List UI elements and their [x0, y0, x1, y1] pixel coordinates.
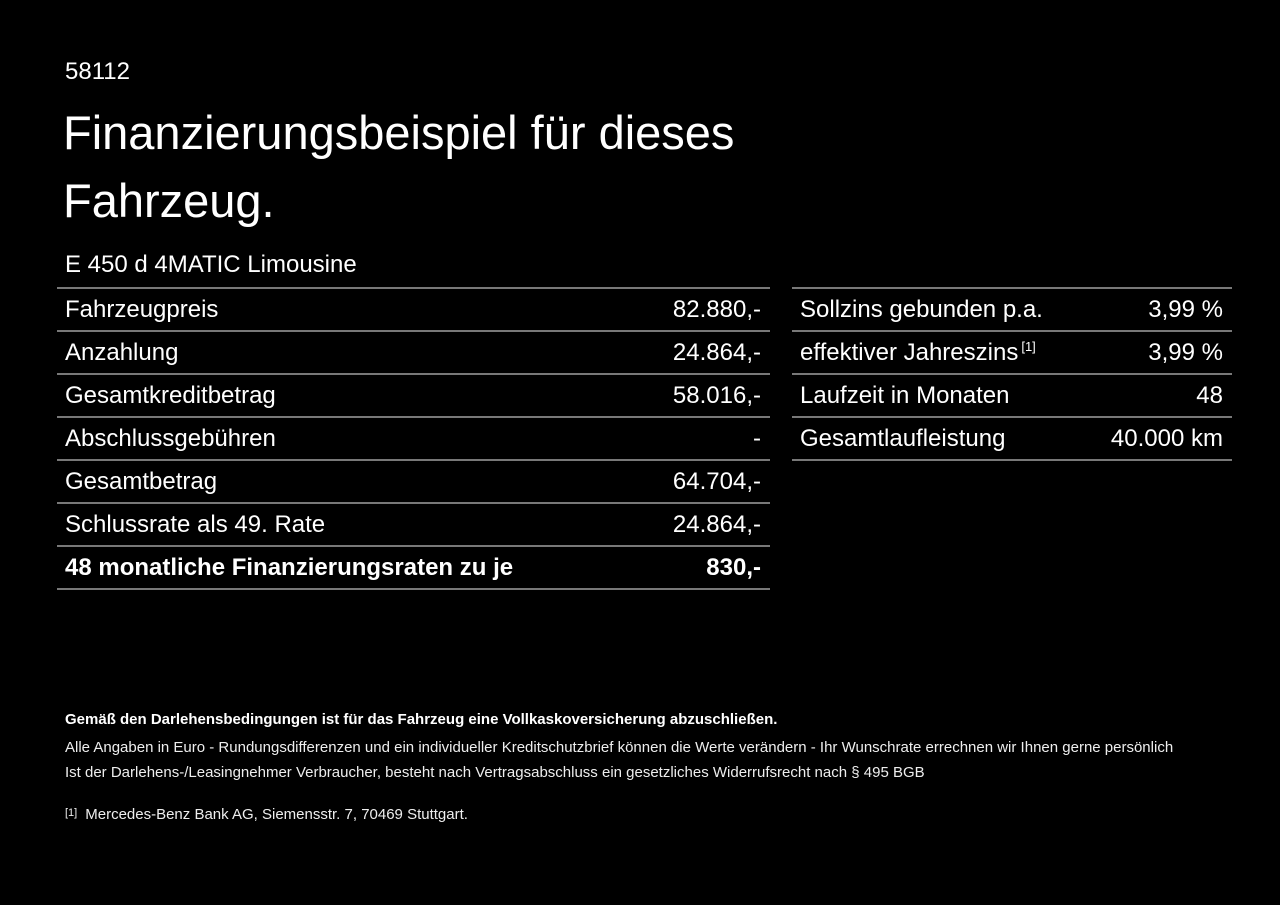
doc-number: 58112 [65, 58, 130, 85]
footnote: [1] Mercedes-Benz Bank AG, Siemensstr. 7,… [65, 804, 1225, 824]
row-value: 64.704,- [672, 467, 761, 495]
row-value: 24.864,- [672, 338, 761, 366]
page-title-line2: Fahrzeug. [63, 174, 275, 227]
vehicle-model: E 450 d 4MATIC Limousine [65, 251, 357, 278]
table-row: Laufzeit in Monaten 48 [792, 373, 1232, 416]
table-row: Gesamtbetrag 64.704,- [57, 459, 770, 502]
row-label: Schlussrate als 49. Rate [65, 510, 326, 538]
page-title: Finanzierungsbeispiel für dieses Fahrzeug… [63, 99, 734, 235]
disclaimer-line-1: Alle Angaben in Euro - Rundungsdifferenz… [65, 739, 1174, 756]
disclaimer-line-2: Ist der Darlehens-/Leasingnehmer Verbrau… [65, 764, 925, 781]
footer: Gemäß den Darlehensbedingungen ist für d… [65, 711, 1225, 824]
footnote-ref-marker: [1] [1021, 338, 1036, 354]
table-row: Gesamtlaufleistung 40.000 km [792, 416, 1232, 459]
row-label: Fahrzeugpreis [65, 295, 219, 323]
row-label: Gesamtlaufleistung [800, 424, 1006, 452]
row-value: 3,99 % [1148, 295, 1223, 323]
finance-table: Fahrzeugpreis 82.880,- Anzahlung 24.864,… [57, 287, 770, 590]
row-label: 48 monatliche Finanzierungsraten zu je [65, 553, 514, 581]
row-value: 3,99 % [1148, 338, 1223, 366]
row-value: 40.000 km [1110, 424, 1223, 452]
row-value: - [753, 424, 761, 452]
row-label: Gesamtkreditbetrag [65, 381, 276, 409]
row-value: 48 [1196, 381, 1223, 409]
row-label: Gesamtbetrag [65, 467, 218, 495]
row-label: Sollzins gebunden p.a. [800, 295, 1043, 323]
row-value: 830,- [706, 553, 761, 581]
row-label: effektiver Jahreszins [1] [800, 339, 1036, 367]
table-row: Sollzins gebunden p.a. 3,99 % [792, 287, 1232, 330]
row-label: Anzahlung [65, 338, 179, 366]
table-row: Abschlussgebühren - [57, 416, 770, 459]
footnote-text: Mercedes-Benz Bank AG, Siemensstr. 7, 70… [85, 806, 468, 823]
row-value: 24.864,- [672, 510, 761, 538]
row-label: Abschlussgebühren [65, 424, 276, 452]
row-value: 58.016,- [672, 381, 761, 409]
table-row: effektiver Jahreszins [1] 3,99 % [792, 330, 1232, 373]
conditions-table: Sollzins gebunden p.a. 3,99 % effektiver… [792, 287, 1232, 461]
insurance-note: Gemäß den Darlehensbedingungen ist für d… [65, 711, 778, 728]
page-title-line1: Finanzierungsbeispiel für dieses [63, 106, 735, 159]
footnote-marker: [1] [65, 807, 78, 819]
table-row-monthly-rate: 48 monatliche Finanzierungsraten zu je 8… [57, 545, 770, 588]
table-row: Fahrzeugpreis 82.880,- [57, 287, 770, 330]
row-value: 82.880,- [672, 295, 761, 323]
table-row: Anzahlung 24.864,- [57, 330, 770, 373]
row-label: Laufzeit in Monaten [800, 381, 1010, 409]
table-row: Gesamtkreditbetrag 58.016,- [57, 373, 770, 416]
table-row: Schlussrate als 49. Rate 24.864,- [57, 502, 770, 545]
row-label-text: effektiver Jahreszins [800, 338, 1019, 366]
